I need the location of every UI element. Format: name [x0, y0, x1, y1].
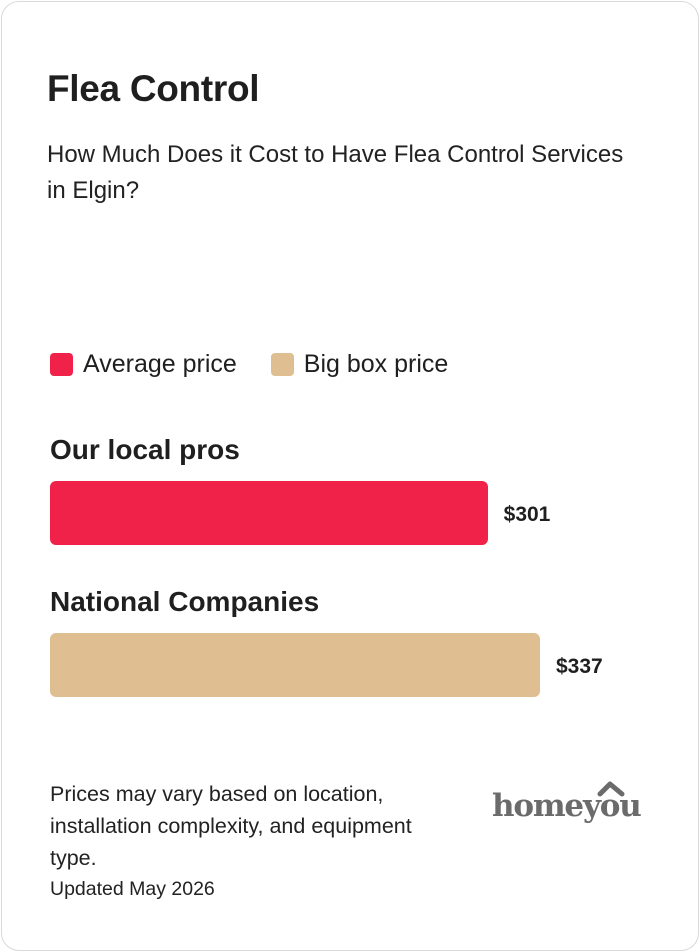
bar-value-local-pros: $301: [503, 503, 551, 526]
logo-wordmark: homeyou: [492, 788, 641, 824]
bar-value-national-companies: $337: [556, 655, 603, 678]
legend-item-big-box: Big box price: [270, 350, 449, 379]
legend-item-average: Average price: [50, 350, 237, 379]
card-title: Flea Control: [47, 68, 260, 109]
updated-date: Updated May 2026: [50, 878, 215, 900]
legend-label-big-box: Big box price: [303, 350, 449, 378]
chart-legend: Average price Big box price: [50, 350, 482, 379]
bar-national-companies: [50, 633, 540, 697]
price-disclaimer: Prices may vary based on location, insta…: [50, 782, 412, 870]
card-subtitle: How Much Does it Cost to Have Flea Contr…: [47, 141, 624, 204]
roof-icon: [597, 781, 625, 797]
category-label-national-companies: National Companies: [50, 586, 320, 617]
legend-label-average: Average price: [83, 350, 237, 378]
bar-local-pros: [50, 481, 488, 545]
legend-swatch-average: [50, 353, 73, 376]
category-label-local-pros: Our local pros: [50, 434, 240, 465]
homeyou-logo-svg: homeyou: [492, 781, 642, 824]
homeyou-logo: homeyou: [492, 774, 656, 835]
legend-swatch-big-box: [270, 353, 294, 376]
